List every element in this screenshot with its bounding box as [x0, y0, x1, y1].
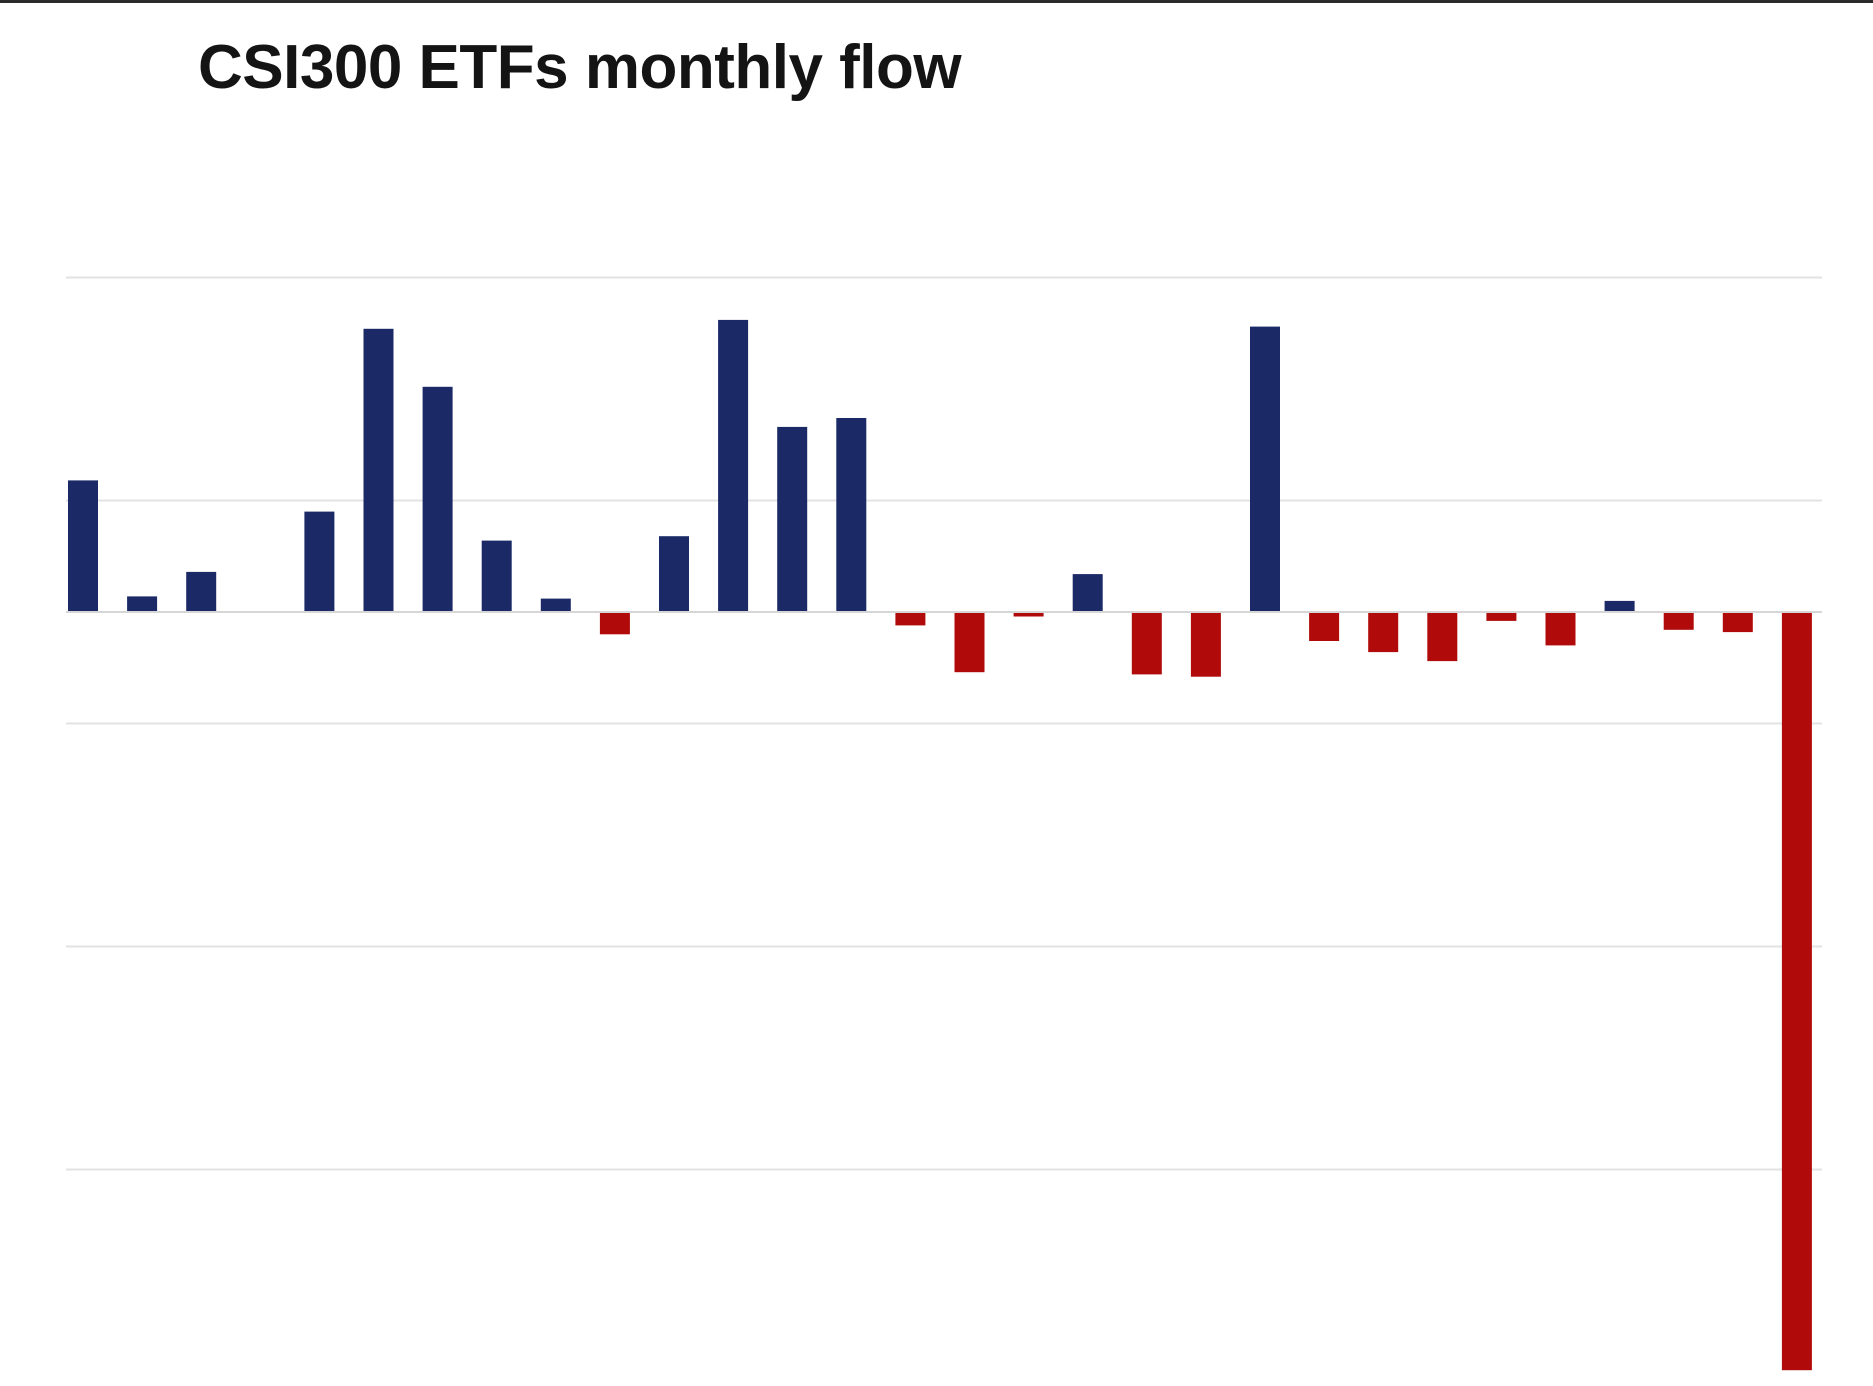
bars	[68, 319, 1812, 1371]
bar-15	[954, 612, 985, 673]
bar-6	[422, 386, 453, 612]
bar-23	[1427, 612, 1458, 662]
bar-10	[659, 536, 689, 612]
bar-22	[1368, 612, 1399, 653]
bar-25	[1545, 612, 1576, 646]
bar-0	[68, 480, 98, 612]
bar-17	[1072, 574, 1103, 612]
bar-2	[186, 571, 217, 612]
bar-18	[1131, 612, 1162, 675]
bar-9	[599, 612, 630, 635]
bar-26	[1604, 600, 1635, 613]
bar-21	[1309, 612, 1340, 641]
bar-19	[1190, 612, 1221, 677]
bar-4	[304, 511, 335, 612]
bar-8	[540, 598, 571, 612]
bar-20	[1250, 326, 1280, 612]
bar-13	[836, 418, 867, 612]
bar-27	[1663, 612, 1694, 630]
bar-12	[777, 426, 808, 612]
bar-7	[481, 540, 512, 612]
bar-24	[1486, 612, 1517, 621]
bar-11	[718, 319, 749, 612]
bar-1	[127, 596, 158, 612]
top-border	[0, 0, 1873, 3]
bar-16	[1013, 612, 1044, 617]
bar-29	[1781, 612, 1812, 1371]
gridlines	[66, 276, 1822, 1171]
bar-14	[895, 612, 926, 626]
bar-28	[1722, 612, 1753, 633]
bar-5	[363, 328, 394, 612]
chart-title: CSI300 ETFs monthly flow	[198, 33, 962, 102]
